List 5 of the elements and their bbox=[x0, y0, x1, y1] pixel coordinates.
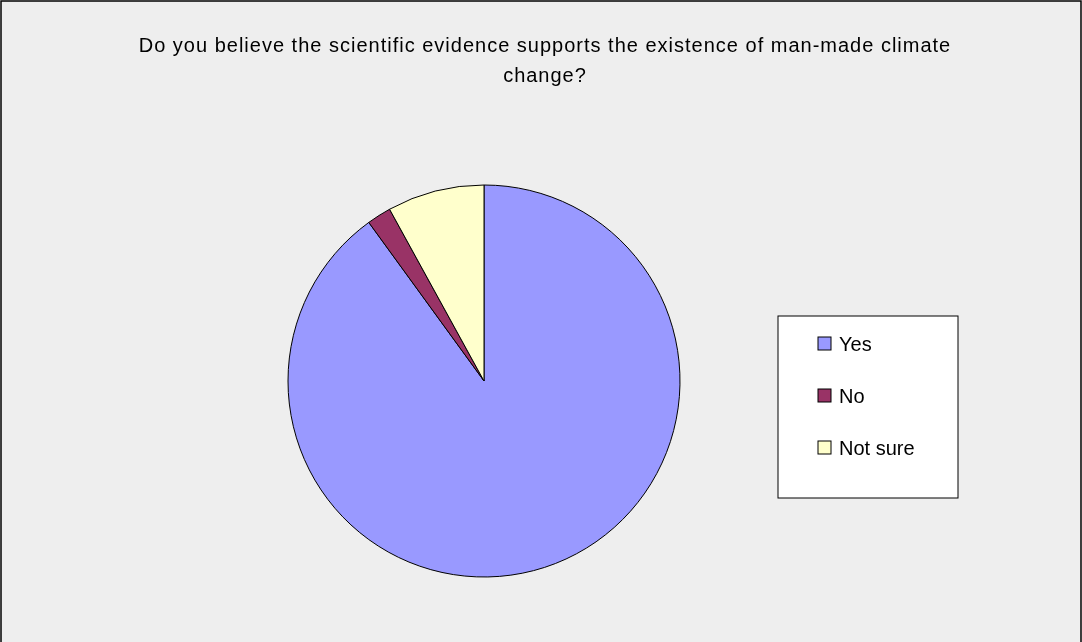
pie-slice bbox=[287, 184, 681, 578]
legend-label: Yes bbox=[839, 333, 872, 355]
chart-title: Do you believe the scientific evidence supports the existence of man-made climate change? bbox=[138, 34, 952, 86]
legend-label: Not sure bbox=[839, 437, 915, 459]
legend-label: No bbox=[839, 385, 865, 407]
